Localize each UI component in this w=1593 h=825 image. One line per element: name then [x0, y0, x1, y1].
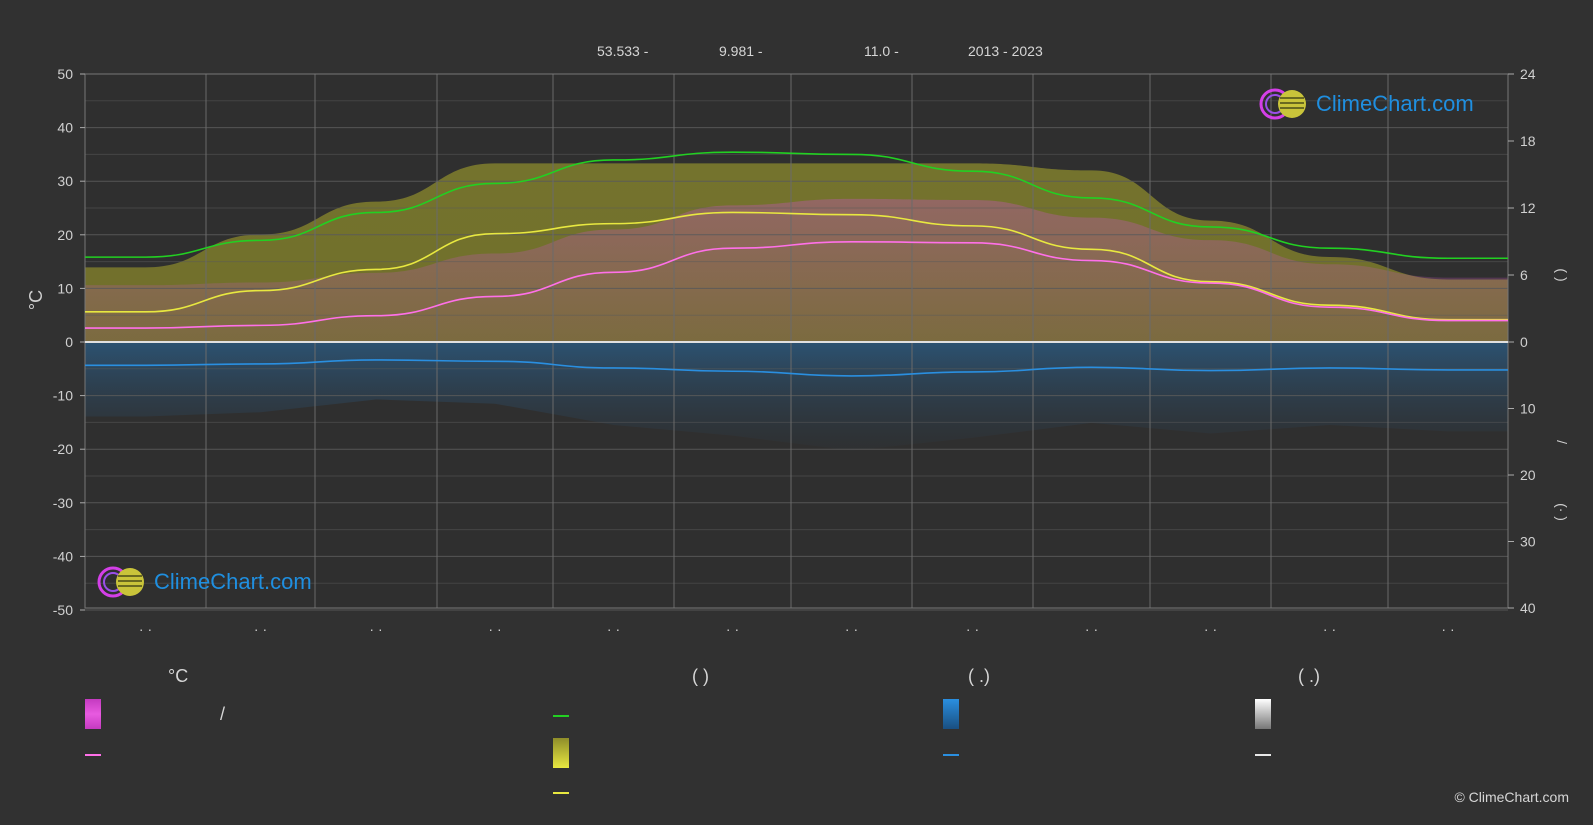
legend-col2-title: ( ) — [692, 666, 709, 686]
logo-top: ClimeChart.com — [1258, 87, 1474, 121]
legend-col1-title: °C — [168, 666, 189, 686]
logo-icon — [97, 566, 144, 598]
logo-text: ClimeChart.com — [1316, 91, 1474, 116]
month-tick-label: · · — [254, 621, 267, 637]
month-tick-label: · · — [1323, 621, 1336, 637]
left-tick-label: 40 — [57, 120, 73, 136]
header-latitude: 53.533 - — [597, 43, 649, 59]
legend-snow-mean-swatch — [1255, 754, 1271, 756]
right-axis-label-bottom: / — [1554, 440, 1570, 444]
left-tick-label: -10 — [53, 388, 73, 404]
right-tick-label: 20 — [1520, 467, 1536, 483]
right-tick-label: 12 — [1520, 200, 1536, 216]
legend-snow-swatch — [1255, 699, 1271, 729]
sunshine-mean-line — [84, 211, 1508, 321]
right-tick-label: 18 — [1520, 133, 1536, 149]
left-tick-label: -40 — [53, 548, 73, 564]
right-tick-label: 0 — [1520, 334, 1528, 350]
header-elevation: 11.0 - — [864, 43, 899, 59]
month-tick-label: · · — [726, 621, 739, 637]
climate-chart: 50 40 30 20 10 0 -10 -20 -30 -40 -50 24 18 12 6 0 10 20 30… — [26, 66, 1570, 637]
month-tick-label: · · — [369, 621, 382, 637]
legend-daylight-swatch — [553, 715, 569, 717]
left-tick-label: 10 — [57, 280, 73, 296]
legend-sunshine-range-swatch — [553, 738, 569, 768]
month-tick-label: · · — [845, 621, 858, 637]
right-tick-label: 6 — [1520, 267, 1528, 283]
copyright: © ClimeChart.com — [1454, 789, 1569, 805]
legend-temp-mean-swatch — [85, 754, 101, 756]
left-tick-label: -30 — [53, 495, 73, 511]
left-tick-label: 0 — [65, 334, 73, 350]
right-tick-label: 24 — [1520, 66, 1536, 82]
temperature-mean-line — [84, 240, 1508, 329]
logo-bottom: ClimeChart.com — [96, 565, 312, 599]
month-tick-label: · · — [607, 621, 620, 637]
month-tick-label: · · — [966, 621, 979, 637]
right-tick-label: 30 — [1520, 534, 1536, 550]
legend-precip-mean-swatch — [943, 754, 959, 756]
month-tick-label: · · — [488, 621, 501, 637]
left-tick-label: -20 — [53, 441, 73, 457]
header-years: 2013 - 2023 — [968, 43, 1043, 59]
axis-ticks: 50 40 30 20 10 0 -10 -20 -30 -40 -50 24 18 12 6 0 10 20 30… — [53, 66, 1536, 637]
legend-sunshine-mean-swatch — [553, 792, 569, 794]
daylight-line — [85, 151, 1508, 260]
month-tick-label: · · — [1085, 621, 1098, 637]
month-tick-label: · · — [1204, 621, 1217, 637]
chart-lines — [84, 151, 1508, 377]
month-tick-label: · · — [139, 621, 152, 637]
logo-text: ClimeChart.com — [154, 569, 312, 594]
month-tick-label: · · — [1441, 621, 1454, 637]
left-axis-label: °C — [26, 290, 46, 310]
right-tick-label: 10 — [1520, 401, 1536, 417]
right-tick-label: 40 — [1520, 600, 1536, 616]
grid-lines — [84, 73, 1509, 611]
left-tick-label: -50 — [53, 602, 73, 618]
legend-precip-swatch — [943, 699, 959, 729]
right-axis-label-top: ( ) — [1554, 268, 1570, 281]
precipitation-mean-line — [85, 359, 1508, 377]
legend-temp-range-extra: / — [220, 704, 226, 724]
left-tick-label: 30 — [57, 173, 73, 189]
logo-icon — [1259, 88, 1306, 120]
left-tick-label: 50 — [57, 66, 73, 82]
legend-col3-title: ( .) — [968, 666, 990, 686]
left-tick-label: 20 — [57, 227, 73, 243]
legend-col4-title: ( .) — [1298, 666, 1320, 686]
header-longitude: 9.981 - — [719, 43, 763, 59]
legend-temp-range-swatch — [85, 699, 101, 729]
right-axis-label-bottom-2: (· ) — [1554, 503, 1570, 521]
